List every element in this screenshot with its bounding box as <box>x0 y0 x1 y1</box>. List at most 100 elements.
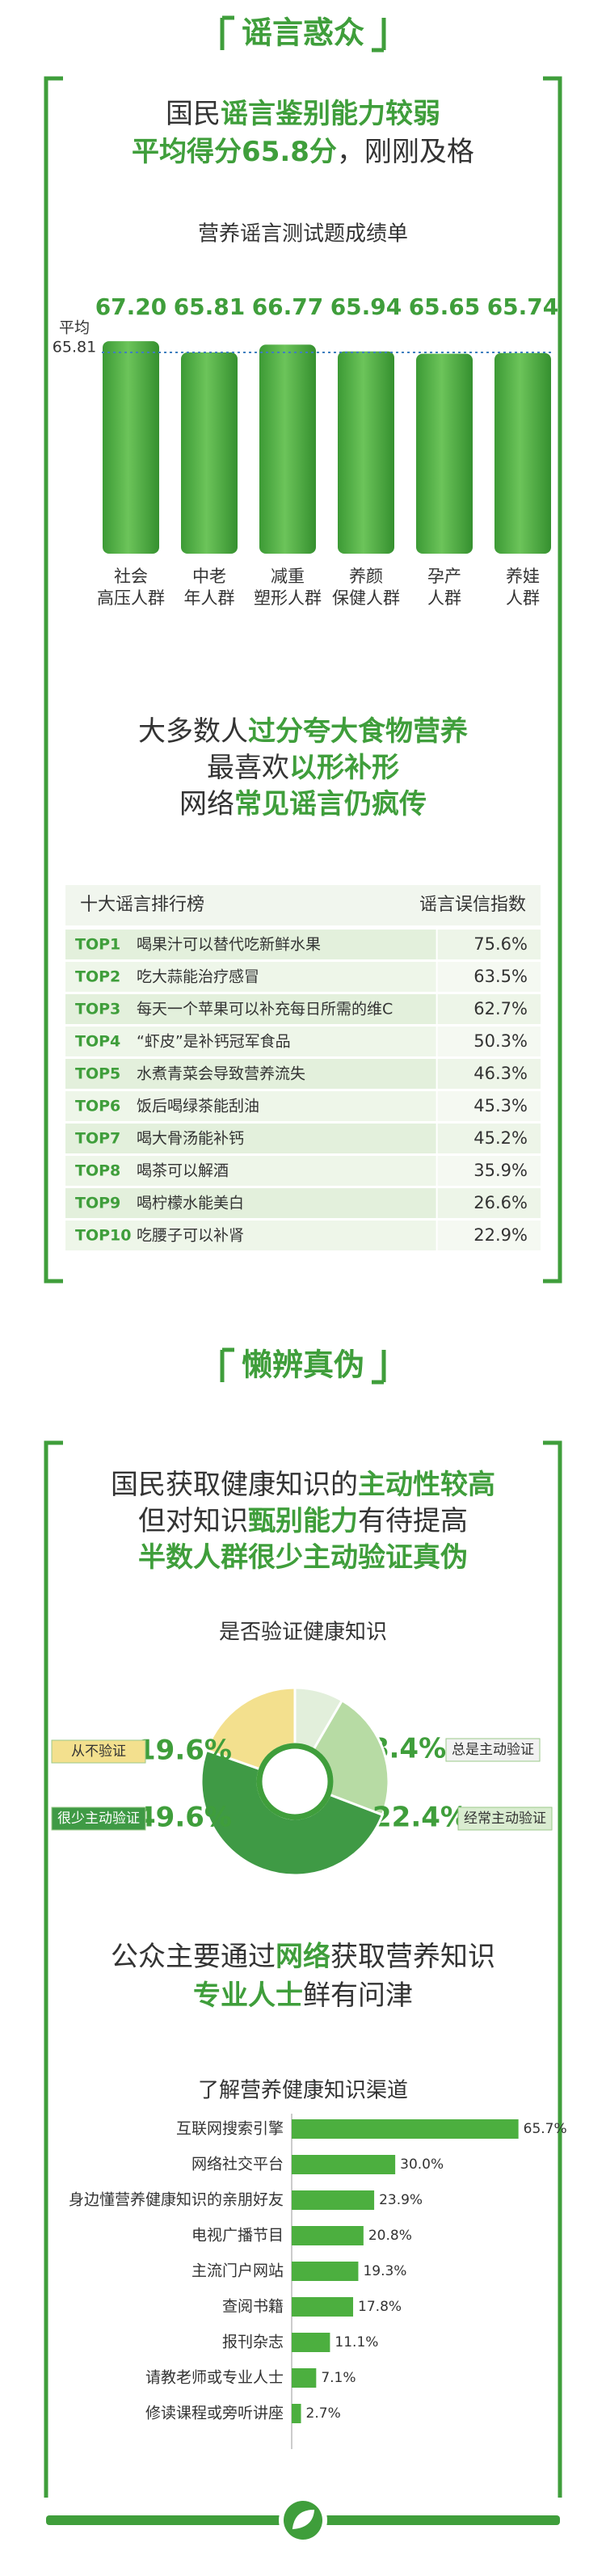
y-tick-label: 请教老师或专业人士 <box>145 2369 284 2387</box>
y-tick-label: 网络社交平台 <box>191 2156 284 2173</box>
value-label: 19.3% <box>363 2263 406 2279</box>
bar <box>292 2119 519 2139</box>
table-row-bg <box>65 994 436 1024</box>
legend-box <box>51 1807 146 1831</box>
headline-segment: 国民 <box>166 98 221 130</box>
headline: 最喜欢以形补形 <box>207 752 399 784</box>
chart-title: 是否验证健康知识 <box>219 1621 387 1645</box>
headline-segment: 谣言鉴别能力较弱 <box>221 98 440 130</box>
headline-segment: 网络 <box>276 1941 330 1973</box>
average-value: 65.81 <box>53 339 96 356</box>
headline-segment: 获取营养知识 <box>330 1941 495 1973</box>
legend-label: 经常主动验证 <box>464 1811 546 1827</box>
rank: TOP8 <box>75 1162 120 1180</box>
rumor-index: 50.3% <box>473 1031 528 1051</box>
value-label: 65.65 <box>409 293 481 320</box>
rumor: 饭后喝绿茶能刮油 <box>137 1098 259 1115</box>
rumor-index: 35.9% <box>473 1161 528 1180</box>
table-value-bg <box>437 1124 541 1153</box>
chart-title: 了解营养健康知识渠道 <box>198 2079 408 2103</box>
rumor: 吃大蒜能治疗感冒 <box>137 968 259 986</box>
x-tick-label: 养颜 <box>349 567 383 586</box>
bar <box>416 353 473 554</box>
x-tick-label: 高压人群 <box>97 588 165 608</box>
bar <box>292 2226 364 2245</box>
value-label: 20.8% <box>368 2228 412 2244</box>
legend-label: 从不验证 <box>71 1743 126 1760</box>
y-tick-label: 电视广播节目 <box>191 2227 284 2245</box>
bracket <box>220 1347 234 1382</box>
frame <box>44 1440 562 2498</box>
headline: 大多数人过分夸大食物营养 <box>138 715 468 748</box>
rumor: 吃腰子可以补肾 <box>137 1227 244 1245</box>
headline-segment: 主动性较高 <box>358 1469 495 1501</box>
x-tick-label: 养娃 <box>506 567 540 586</box>
rank: TOP6 <box>75 1098 120 1115</box>
x-tick-label: 社会 <box>114 567 148 586</box>
rumor: 水煮青菜会导致营养流失 <box>137 1065 305 1083</box>
rumor: “虾皮”是补钙冠军食品 <box>137 1033 291 1051</box>
frame <box>44 76 562 1284</box>
table-row-bg <box>65 1221 436 1250</box>
value-label: 66.77 <box>252 293 324 320</box>
rumor-index: 26.6% <box>473 1193 528 1212</box>
headline-segment: 鲜有问津 <box>303 1979 413 2012</box>
rumor-index: 62.7% <box>473 999 528 1018</box>
rank: TOP1 <box>75 936 120 954</box>
table-value-bg <box>437 1027 541 1056</box>
y-tick-label: 主流门户网站 <box>191 2262 284 2280</box>
bracket <box>220 15 234 50</box>
table-value-bg <box>437 1091 541 1121</box>
value-label: 65.94 <box>330 293 402 320</box>
y-tick-label: 身边懂营养健康知识的亲朋好友 <box>69 2191 284 2209</box>
value-label: 65.81 <box>174 293 246 320</box>
table-header-bg <box>65 885 541 925</box>
legend-box <box>445 1738 541 1762</box>
headline-segment: 过分夸大食物营养 <box>248 715 468 748</box>
rumor: 喝茶可以解酒 <box>137 1162 229 1180</box>
headline-segment: 甄别能力 <box>248 1505 358 1537</box>
y-tick-label: 查阅书籍 <box>222 2298 284 2316</box>
legend-label: 很少主动验证 <box>57 1811 140 1827</box>
x-tick-label: 人群 <box>427 588 461 608</box>
x-tick-label: 保健人群 <box>332 588 400 608</box>
rank: TOP9 <box>75 1195 120 1212</box>
value-label: 30.0% <box>400 2157 444 2173</box>
rank: TOP2 <box>75 968 120 986</box>
headline-segment: 平均得分65.8分 <box>132 136 337 168</box>
value-label: 7.1% <box>321 2370 356 2386</box>
x-tick-label: 孕产 <box>427 567 461 586</box>
headline-segment: ，刚刚及格 <box>337 136 474 168</box>
bar <box>292 2333 330 2352</box>
rumor-index: 75.6% <box>473 934 528 954</box>
bar <box>494 352 551 554</box>
table-value-bg <box>437 1221 541 1250</box>
headline: 国民获取健康知识的主动性较高 <box>111 1469 495 1501</box>
donut-center <box>256 1743 334 1820</box>
value-label: 2.7% <box>306 2405 341 2422</box>
table-row-bg <box>65 1188 436 1218</box>
bar <box>292 2297 354 2317</box>
table-header: 谣言误信指数 <box>419 895 526 915</box>
bar <box>181 352 238 554</box>
rumor: 喝果汁可以替代吃新鲜水果 <box>137 936 321 954</box>
section-title: 懒辨真伪 <box>242 1347 364 1383</box>
headline-segment: 国民获取健康知识的 <box>111 1469 358 1501</box>
value-label: 23.9% <box>379 2192 423 2208</box>
rank: TOP3 <box>75 1001 120 1018</box>
value-label: 65.74 <box>487 293 559 320</box>
rank: TOP4 <box>75 1033 120 1051</box>
rumor: 每天一个苹果可以补充每日所需的维C <box>137 1001 393 1018</box>
x-tick-label: 塑形人群 <box>254 588 322 608</box>
section-title: 谣言惑众 <box>242 15 364 51</box>
table-row-bg <box>65 1091 436 1121</box>
headline-segment: 以形补形 <box>289 752 399 784</box>
table-header: 十大谣言排行榜 <box>80 895 204 915</box>
table-value-bg <box>437 1156 541 1186</box>
rank: TOP10 <box>75 1227 131 1245</box>
average-label: 平均 <box>59 319 90 337</box>
bar <box>292 2155 396 2174</box>
bar <box>292 2262 359 2281</box>
